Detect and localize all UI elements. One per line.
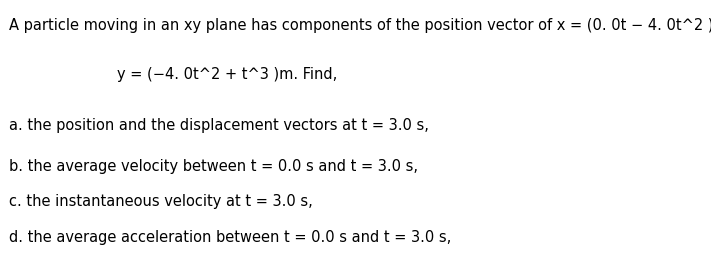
Text: c. the instantaneous velocity at t = 3.0 s,: c. the instantaneous velocity at t = 3.0… [9,194,312,209]
Text: A particle moving in an xy plane has components of the position vector of x = (0: A particle moving in an xy plane has com… [9,18,711,33]
Text: a. the position and the displacement vectors at t = 3.0 s,: a. the position and the displacement vec… [9,118,429,133]
Text: b. the average velocity between t = 0.0 s and t = 3.0 s,: b. the average velocity between t = 0.0 … [9,159,417,174]
Text: y = (−4. 0t^2 + t^3 )m. Find,: y = (−4. 0t^2 + t^3 )m. Find, [117,67,338,82]
Text: d. the average acceleration between t = 0.0 s and t = 3.0 s,: d. the average acceleration between t = … [9,230,451,245]
